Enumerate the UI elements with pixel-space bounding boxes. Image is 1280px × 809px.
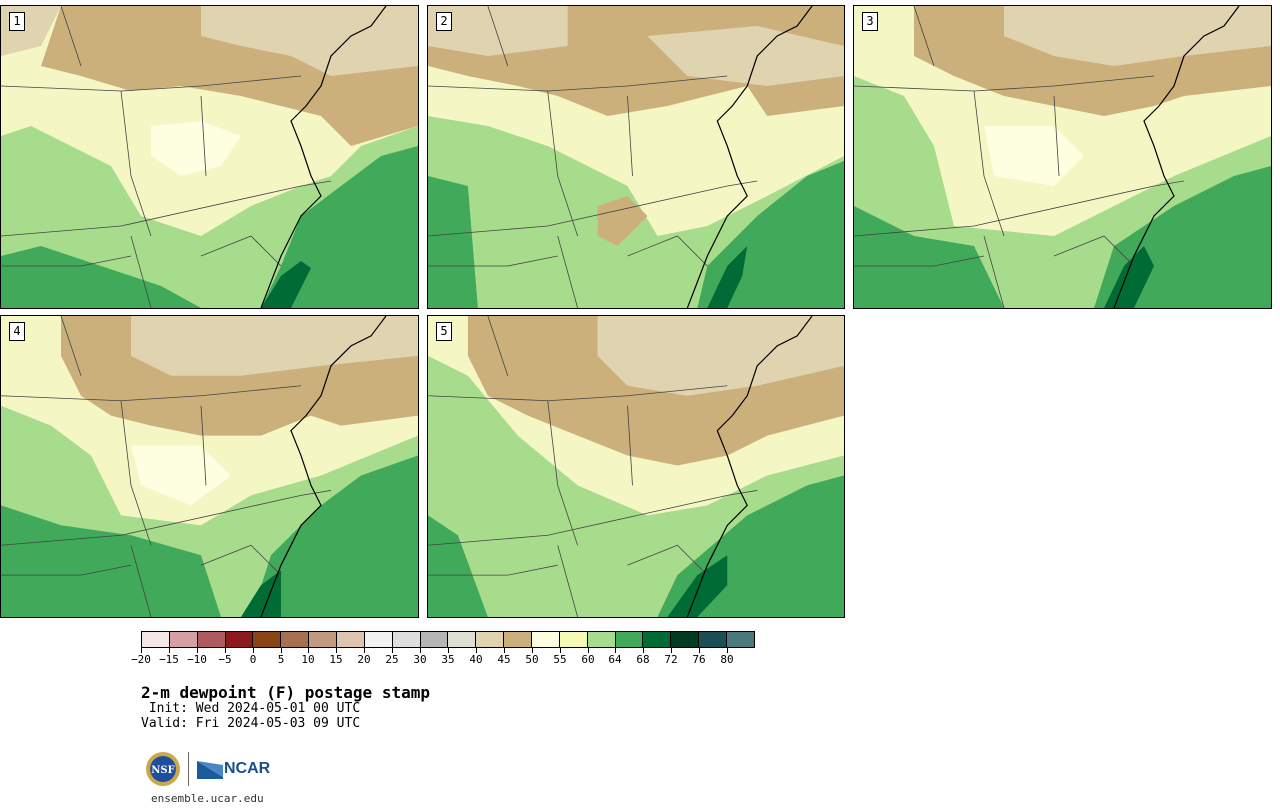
color-bar-swatch — [448, 632, 477, 647]
dewpoint-map — [1, 316, 418, 617]
dewpoint-map — [1, 6, 418, 308]
color-bar — [141, 631, 755, 648]
dewpoint-map — [854, 6, 1271, 308]
color-bar-tick-label: −10 — [187, 653, 207, 666]
color-bar-swatch — [392, 632, 421, 647]
color-bar-tick-label: 72 — [664, 653, 678, 666]
color-bar-tick-label: −15 — [159, 653, 179, 666]
color-bar-tick — [253, 648, 254, 653]
color-bar-swatch — [504, 632, 533, 647]
color-bar-tick — [169, 648, 170, 653]
member-number: 1 — [9, 12, 25, 31]
color-bar-tick — [504, 648, 505, 653]
color-bar-tick — [643, 648, 644, 653]
logo-divider — [188, 752, 189, 786]
color-bar-tick-label: 20 — [357, 653, 371, 666]
dewpoint-map — [428, 6, 844, 308]
color-bar-tick-label: 76 — [692, 653, 706, 666]
color-bar-tick-label: −5 — [218, 653, 232, 666]
member-panel-5: 5 — [427, 315, 845, 618]
color-bar-tick — [392, 648, 393, 653]
color-bar-tick-label: 64 — [608, 653, 622, 666]
color-bar-tick-label: 0 — [249, 653, 257, 666]
color-bar-swatch — [309, 632, 338, 647]
color-bar-tick — [699, 648, 700, 653]
color-bar-tick — [197, 648, 198, 653]
color-bar-tick-label: 68 — [636, 653, 650, 666]
color-bar-swatch — [281, 632, 310, 647]
nsf-logo-text: NSF — [151, 765, 174, 776]
color-bar-swatch — [476, 632, 505, 647]
color-bar-swatch — [727, 632, 754, 647]
color-bar-tick — [308, 648, 309, 653]
color-bar-tick — [532, 648, 533, 653]
color-bar-tick — [281, 648, 282, 653]
color-bar-tick — [615, 648, 616, 653]
color-bar-tick-label: −20 — [131, 653, 151, 666]
color-bar-tick-label: 5 — [277, 653, 285, 666]
color-bar-tick-label: 25 — [385, 653, 399, 666]
footer-url[interactable]: ensemble.ucar.edu — [151, 792, 264, 805]
member-panel-2: 2 — [427, 5, 845, 309]
color-bar-tick-label: 35 — [441, 653, 455, 666]
color-bar-ticks: −20 −15 −10 −5 0 5 10 15 20 25 30 35 40 45 50 55 60 64 68 7… — [131, 648, 755, 668]
color-bar-tick-label: 55 — [553, 653, 567, 666]
nsf-logo-icon: NSF — [146, 752, 180, 786]
member-number: 5 — [436, 322, 452, 341]
color-bar-swatch — [559, 632, 588, 647]
ncar-logo-icon — [197, 761, 223, 779]
color-bar-swatch — [142, 632, 170, 647]
color-bar-tick-label: 50 — [525, 653, 539, 666]
color-bar-swatch — [169, 632, 198, 647]
color-bar-tick — [141, 648, 142, 653]
color-bar-tick — [364, 648, 365, 653]
color-bar-tick-label: 10 — [301, 653, 315, 666]
ncar-logo-text: NCAR — [224, 760, 271, 777]
valid-time: Valid: Fri 2024-05-03 09 UTC — [141, 716, 361, 731]
color-bar-swatch — [671, 632, 700, 647]
color-bar-tick-label: 60 — [581, 653, 595, 666]
color-bar-swatch — [615, 632, 644, 647]
color-bar-swatch — [420, 632, 449, 647]
color-bar-tick — [336, 648, 337, 653]
color-bar-swatch — [197, 632, 226, 647]
color-bar-swatch — [643, 632, 672, 647]
color-bar-swatch — [587, 632, 616, 647]
color-bar-tick-label: 40 — [469, 653, 483, 666]
color-bar-tick-label: 80 — [720, 653, 734, 666]
color-bar-swatch — [337, 632, 365, 647]
color-bar-tick — [671, 648, 672, 653]
color-bar-tick — [225, 648, 226, 653]
logos: NSF NCAR — [144, 750, 270, 788]
color-bar-swatch — [699, 632, 728, 647]
color-bar-tick — [448, 648, 449, 653]
color-bar-tick — [560, 648, 561, 653]
plot-title: 2-m dewpoint (F) postage stamp — [141, 683, 430, 702]
color-bar-swatch — [253, 632, 282, 647]
color-bar-tick — [588, 648, 589, 653]
member-number: 4 — [9, 322, 25, 341]
color-bar-tick — [476, 648, 477, 653]
dewpoint-map — [428, 316, 844, 617]
color-bar-tick — [727, 648, 728, 653]
color-bar-swatch — [225, 632, 254, 647]
member-panel-4: 4 — [0, 315, 419, 618]
member-panel-3: 3 — [853, 5, 1272, 309]
member-number: 3 — [862, 12, 878, 31]
init-time: Init: Wed 2024-05-01 00 UTC — [141, 701, 361, 716]
member-number: 2 — [436, 12, 452, 31]
color-bar-swatch — [532, 632, 560, 647]
member-panel-1: 1 — [0, 5, 419, 309]
color-bar-tick — [420, 648, 421, 653]
color-bar-tick-label: 15 — [329, 653, 343, 666]
color-bar-tick-label: 30 — [413, 653, 427, 666]
color-bar-tick-label: 45 — [497, 653, 511, 666]
color-bar-swatch — [364, 632, 393, 647]
